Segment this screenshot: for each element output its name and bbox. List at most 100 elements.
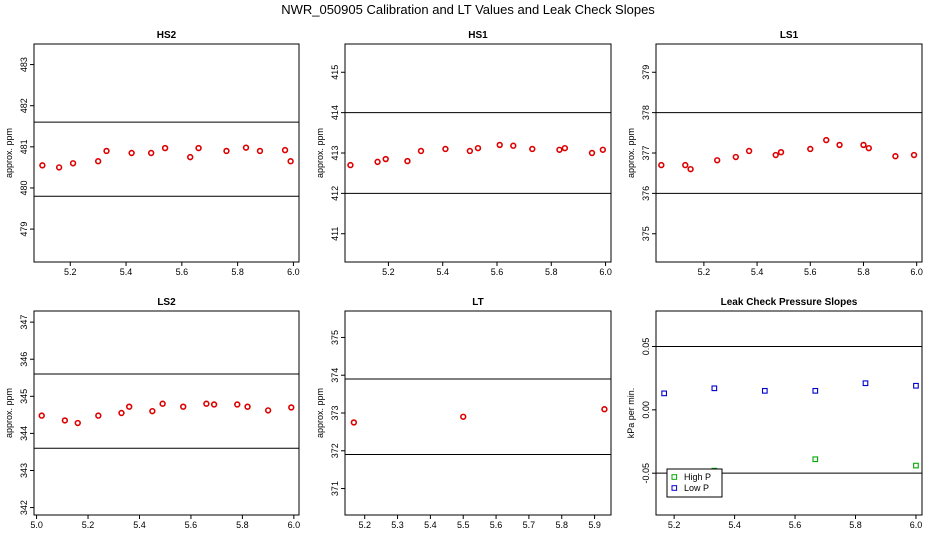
x-tick-label: 5.6: [185, 520, 198, 530]
data-point: [244, 403, 251, 410]
data-point: [382, 155, 389, 163]
plot-frame: [655, 310, 923, 516]
data-point: [687, 165, 694, 173]
data-point: [404, 157, 411, 165]
data-point: [94, 158, 102, 165]
y-tick-label: 414: [330, 105, 340, 120]
data-point: [281, 146, 289, 154]
data-series: [661, 380, 919, 397]
y-axis-label: kPa per min.: [626, 388, 636, 439]
legend-entry: Low P: [684, 483, 709, 493]
data-point: [529, 145, 536, 153]
x-tick-label: 5.4: [436, 267, 449, 277]
x-tick-label: 5.2: [698, 267, 711, 277]
y-axis-label: approx. ppm: [315, 128, 325, 178]
y-tick-label: 378: [641, 105, 651, 120]
data-point: [203, 400, 210, 407]
data-point: [264, 407, 272, 414]
x-tick-label: 5.0: [30, 520, 43, 530]
data-point: [561, 144, 569, 152]
y-tick-label: 347: [19, 315, 29, 330]
x-tick-label: 5.4: [728, 520, 741, 530]
x-tick-label: 5.4: [120, 267, 133, 277]
x-tick-label: 6.0: [910, 520, 923, 530]
data-series: [39, 144, 294, 171]
y-tick-label: 379: [641, 65, 651, 80]
y-axis-label: approx. ppm: [4, 388, 14, 438]
data-point: [374, 158, 381, 166]
data-point: [658, 161, 665, 169]
data-point: [125, 403, 133, 410]
x-tick-label: 6.0: [287, 267, 300, 277]
plot-frame: [33, 310, 300, 516]
y-tick-label: 411: [330, 227, 340, 241]
y-tick-label: 343: [19, 463, 29, 478]
x-tick-label: 6.0: [288, 520, 301, 530]
y-tick-label: 346: [19, 352, 29, 367]
data-point: [823, 136, 830, 144]
data-point: [860, 141, 867, 149]
x-tick-label: 5.8: [849, 520, 862, 530]
data-point: [95, 412, 102, 419]
data-point: [149, 407, 156, 415]
y-axis-label: approx. ppm: [315, 388, 325, 438]
y-tick-label: 345: [19, 389, 29, 404]
data-point: [287, 158, 294, 165]
x-tick-label: 5.2: [382, 267, 395, 277]
data-point: [807, 145, 814, 153]
y-tick-label: 413: [330, 145, 340, 160]
y-tick-label: 479: [19, 222, 29, 237]
x-tick-label: 5.3: [391, 520, 404, 530]
data-point: [242, 144, 250, 151]
x-tick-label: 5.2: [358, 520, 371, 530]
x-tick-label: 5.4: [751, 267, 764, 277]
x-tick-label: 6.0: [599, 267, 612, 277]
x-tick-label: 5.6: [804, 267, 817, 277]
data-point: [147, 149, 155, 157]
data-point: [913, 382, 919, 389]
chart-panels: HS2 approx. ppm 5.2 5.4 5.6 5.8 6.0 479 480 481 48…: [4, 30, 923, 530]
y-tick-label: 373: [330, 405, 340, 420]
panel-title: LT: [472, 297, 483, 308]
data-point: [812, 387, 819, 394]
x-tick-label: 6.0: [910, 267, 923, 277]
data-point: [761, 387, 768, 394]
plot-frame: [655, 43, 923, 263]
data-point: [836, 141, 843, 149]
x-tick-label: 5.8: [231, 267, 244, 277]
data-point: [55, 164, 63, 171]
data-point: [599, 146, 607, 153]
data-point: [812, 456, 819, 463]
data-point: [347, 161, 354, 169]
legend-entry: High P: [684, 472, 711, 482]
y-tick-label: 344: [19, 426, 29, 441]
x-tick-label: 5.4: [133, 520, 146, 530]
x-tick-label: 5.6: [491, 267, 504, 277]
y-tick-label: 375: [641, 226, 651, 241]
plot-frame: [344, 310, 612, 516]
data-point: [661, 390, 668, 397]
y-tick-label: 412: [330, 186, 340, 201]
data-point: [588, 149, 596, 157]
y-tick-label: 372: [330, 443, 340, 458]
x-tick-label: 5.6: [176, 267, 189, 277]
legend-marker: [671, 474, 678, 480]
data-point: [39, 162, 46, 169]
data-point: [745, 147, 753, 155]
data-point: [466, 147, 474, 155]
x-tick-label: 5.8: [545, 267, 558, 277]
data-series: [658, 136, 918, 173]
y-tick-label: 371: [330, 481, 340, 496]
panel-ls2: LS2 approx. ppm 5.0 5.2 5.4 5.6 5.8 6.0 342 343 34…: [4, 297, 300, 530]
data-point: [159, 400, 166, 407]
y-tick-label: 480: [19, 180, 29, 195]
data-point: [510, 142, 517, 149]
data-point: [713, 157, 721, 164]
data-point: [601, 406, 608, 413]
panel-ls1: LS1 approx. ppm 5.2 5.4 5.6 5.8 6.0 375 376 377 37…: [626, 30, 923, 277]
data-series: [350, 406, 608, 426]
y-tick-label: 342: [19, 500, 29, 515]
plot-frame: [33, 43, 300, 263]
